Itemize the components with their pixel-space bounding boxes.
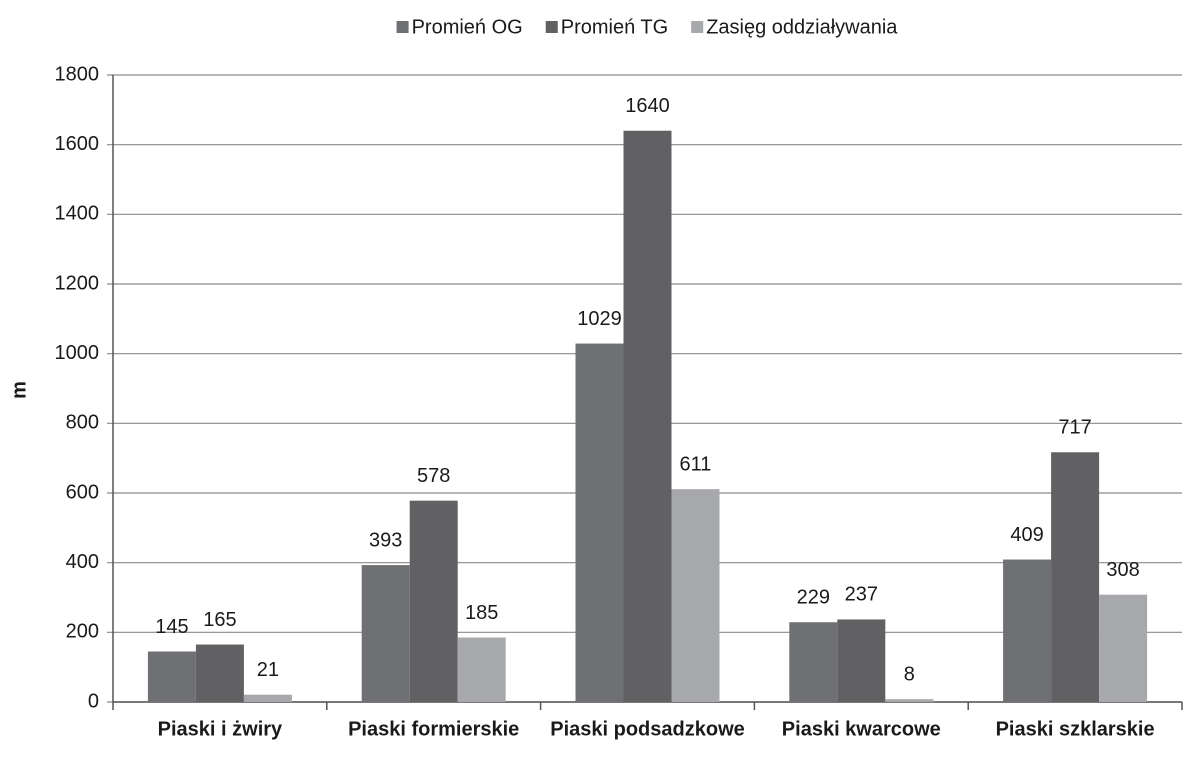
bar — [789, 622, 838, 702]
bar — [1051, 452, 1100, 702]
data-label: 1029 — [577, 308, 622, 330]
x-tick-label: Piaski i żwiry — [158, 718, 283, 740]
data-label: 165 — [203, 609, 236, 631]
data-label: 393 — [369, 529, 402, 551]
bar — [195, 644, 244, 702]
data-label: 8 — [904, 663, 915, 685]
bar — [409, 500, 458, 702]
bar — [147, 651, 196, 702]
y-tick-label: 1200 — [55, 272, 100, 294]
x-tick-label: Piaski podsadzkowe — [550, 718, 745, 740]
data-label: 611 — [680, 453, 712, 475]
x-tick-label: Piaski kwarcowe — [782, 718, 941, 740]
bar — [457, 637, 506, 702]
legend-swatch — [545, 21, 558, 33]
y-axis-label: m — [8, 381, 30, 399]
bar — [837, 619, 886, 702]
y-tick-label: 1400 — [55, 203, 100, 225]
bar — [361, 565, 410, 702]
data-label: 185 — [465, 602, 498, 624]
data-label: 1640 — [625, 95, 670, 117]
y-tick-label: 600 — [66, 481, 99, 503]
x-tick-label: Piaski szklarskie — [996, 718, 1155, 740]
y-tick-label: 800 — [66, 412, 99, 434]
bar — [1003, 559, 1052, 702]
data-label: 308 — [1106, 559, 1139, 581]
y-tick-label: 1800 — [55, 63, 100, 85]
bar — [243, 694, 292, 702]
bar — [671, 489, 720, 702]
legend-label: Promień OG — [412, 16, 523, 38]
y-tick-label: 0 — [88, 690, 99, 712]
y-tick-label: 400 — [66, 551, 99, 573]
bar — [575, 343, 624, 702]
data-label: 409 — [1010, 524, 1043, 546]
legend-label: Zasięg oddziaływania — [706, 16, 898, 38]
x-tick-label: Piaski formierskie — [348, 718, 519, 740]
bar — [623, 130, 672, 702]
data-label: 21 — [257, 659, 279, 681]
bar — [885, 699, 934, 702]
y-tick-label: 1000 — [55, 342, 100, 364]
y-tick-label: 1600 — [55, 133, 100, 155]
data-label: 578 — [417, 465, 450, 487]
legend-swatch — [691, 21, 704, 33]
data-label: 717 — [1058, 417, 1091, 439]
bar — [1099, 594, 1148, 702]
y-tick-label: 200 — [66, 621, 99, 643]
legend-swatch — [396, 21, 409, 33]
data-label: 229 — [797, 587, 830, 609]
data-label: 145 — [155, 616, 188, 638]
legend-label: Promień TG — [561, 16, 668, 38]
data-label: 237 — [845, 584, 878, 606]
